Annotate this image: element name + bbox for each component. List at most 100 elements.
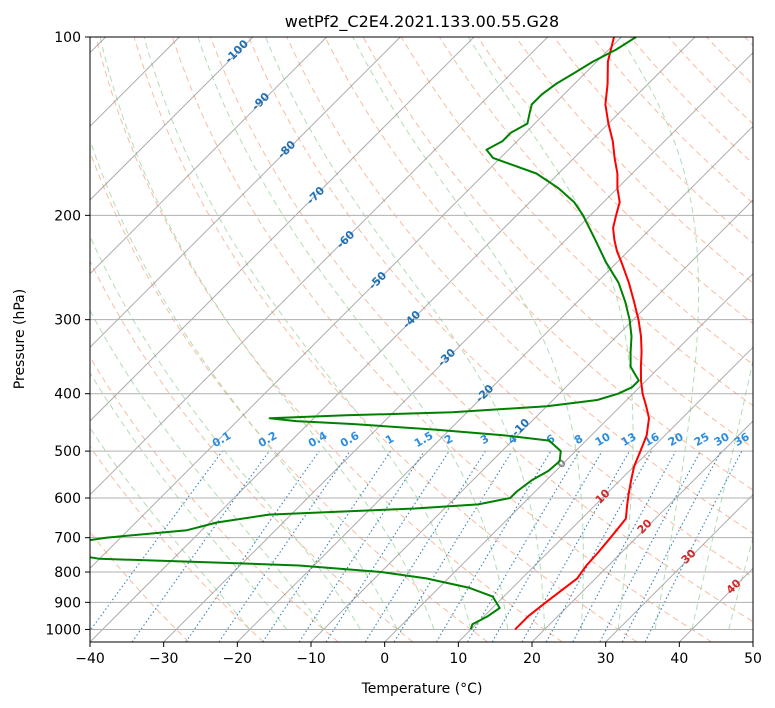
mixing-ratio-line — [131, 450, 270, 642]
isotherm-line — [90, 37, 328, 275]
dry-adiabat-label: -90 — [249, 90, 272, 113]
moist-adiabat-line — [619, 37, 699, 630]
isotherm-line — [163, 51, 753, 642]
mixing-ratio-line — [599, 450, 701, 642]
mixing-ratio-line — [393, 450, 513, 642]
dry-adiabat-line — [90, 356, 339, 642]
isotherm-line — [90, 37, 549, 496]
mixing-ratio-label: 20 — [666, 430, 686, 449]
y-axis-ticks: 100 200 300 400 500 600 700 800 900 1000 — [45, 30, 90, 638]
moist-adiabat-line — [90, 138, 398, 630]
mixing-ratio-line — [572, 450, 677, 642]
isotherm-line — [457, 346, 753, 642]
x-axis-label: Temperature (°C) — [361, 681, 483, 697]
y-tick-label: 300 — [54, 313, 81, 329]
chart-title: wetPf2_C2E4.2021.133.00.55.G28 — [285, 12, 559, 32]
x-tick-label: 20 — [523, 651, 541, 667]
dry-adiabat-line — [90, 531, 190, 642]
moist-adiabat-line — [352, 37, 584, 630]
dry-adiabat-line — [90, 150, 488, 642]
y-axis-label: Pressure (hPa) — [12, 289, 28, 389]
pressure-gridlines — [90, 37, 753, 630]
mixing-ratio-label: 30 — [712, 430, 732, 449]
temperature-profile-line — [514, 37, 650, 631]
mixing-ratio-line — [325, 450, 450, 642]
mixing-ratio-label: 0.2 — [256, 429, 279, 450]
moist-adiabat-label: 40 — [724, 576, 744, 596]
x-axis-ticks: −40 −30 −20 −10 0 10 20 30 40 50 — [75, 642, 762, 667]
plot-frame — [89, 36, 754, 643]
x-tick-label: 10 — [449, 651, 467, 667]
moist-adiabat-label: 20 — [635, 516, 655, 536]
dry-adiabat-line — [133, 37, 638, 642]
isotherm-line — [310, 199, 753, 642]
mixing-ratio-label: 8 — [572, 432, 585, 447]
mixing-ratio-label: 10 — [593, 430, 613, 449]
y-tick-label: 800 — [54, 565, 81, 581]
x-tick-label: −20 — [223, 651, 253, 667]
x-tick-label: −10 — [296, 651, 326, 667]
mixing-ratio-line — [298, 450, 425, 642]
y-tick-label: 400 — [54, 387, 81, 403]
mixing-ratio-line — [545, 450, 653, 642]
background-lines — [90, 37, 753, 642]
y-tick-label: 700 — [54, 531, 81, 547]
moist-adiabat-line — [728, 536, 753, 630]
isotherm-line — [90, 37, 254, 201]
moist-adiabat-line — [90, 427, 251, 630]
isotherm-line — [236, 125, 753, 642]
moist-adiabat-line — [691, 358, 753, 630]
x-tick-label: 0 — [380, 651, 389, 667]
dry-adiabat-line — [248, 37, 753, 578]
mixing-ratio-line — [185, 450, 320, 642]
mixing-ratio-label: 36 — [732, 430, 752, 449]
dry-adiabat-line — [95, 37, 563, 642]
isotherm-line — [90, 37, 401, 349]
dry-adiabat-line — [324, 37, 753, 491]
isotherm-line — [752, 641, 753, 642]
mixing-ratio-label: 0.4 — [306, 429, 330, 450]
y-tick-label: 100 — [54, 30, 81, 46]
mixing-ratio-line — [218, 450, 351, 642]
x-tick-label: 40 — [670, 651, 688, 667]
isotherm-line — [90, 37, 475, 422]
profile-series — [90, 37, 650, 631]
dry-adiabat-line — [90, 445, 264, 642]
moist-adiabat-line — [90, 309, 324, 630]
y-tick-label: 200 — [54, 208, 81, 224]
isotherm-line — [90, 37, 622, 570]
y-tick-label: 500 — [54, 444, 81, 460]
isotherm-line — [605, 493, 753, 642]
mixing-ratio-label: 25 — [692, 430, 712, 449]
dry-adiabat-line — [171, 37, 712, 642]
x-tick-label: −40 — [75, 651, 105, 667]
mixing-ratio-label: 2 — [442, 432, 455, 447]
mixing-ratio-line — [262, 450, 392, 642]
isotherm-line — [90, 37, 696, 642]
y-tick-label: 1000 — [45, 622, 81, 638]
y-tick-label: 600 — [54, 491, 81, 507]
mixing-ratio-line — [521, 450, 630, 642]
mixing-ratio-line — [644, 450, 743, 642]
dry-adiabat-label: -80 — [275, 138, 298, 161]
moist-adiabat-label: 30 — [679, 546, 699, 566]
dry-adiabat-line — [210, 37, 753, 623]
mixing-ratio-line — [364, 450, 486, 642]
moist-adiabat-line — [90, 371, 288, 630]
mixing-ratio-label: 13 — [619, 430, 639, 449]
mixing-ratio-label: 1 — [383, 432, 396, 447]
dry-adiabat-label: -30 — [435, 346, 458, 369]
moist-adiabat-label: 10 — [593, 486, 613, 506]
isotherm-line — [531, 420, 753, 642]
dry-adiabat-line — [90, 259, 414, 642]
dry-adiabat-line — [706, 37, 753, 86]
dry-adiabat-line — [553, 37, 753, 244]
mixing-ratio-label: 0.1 — [210, 429, 233, 450]
x-tick-label: −30 — [149, 651, 179, 667]
dry-adiabat-line — [515, 37, 753, 284]
moist-adiabat-line — [143, 37, 472, 630]
isotherm-line — [384, 272, 753, 642]
x-tick-label: 30 — [597, 651, 615, 667]
y-tick-label: 900 — [54, 595, 81, 611]
